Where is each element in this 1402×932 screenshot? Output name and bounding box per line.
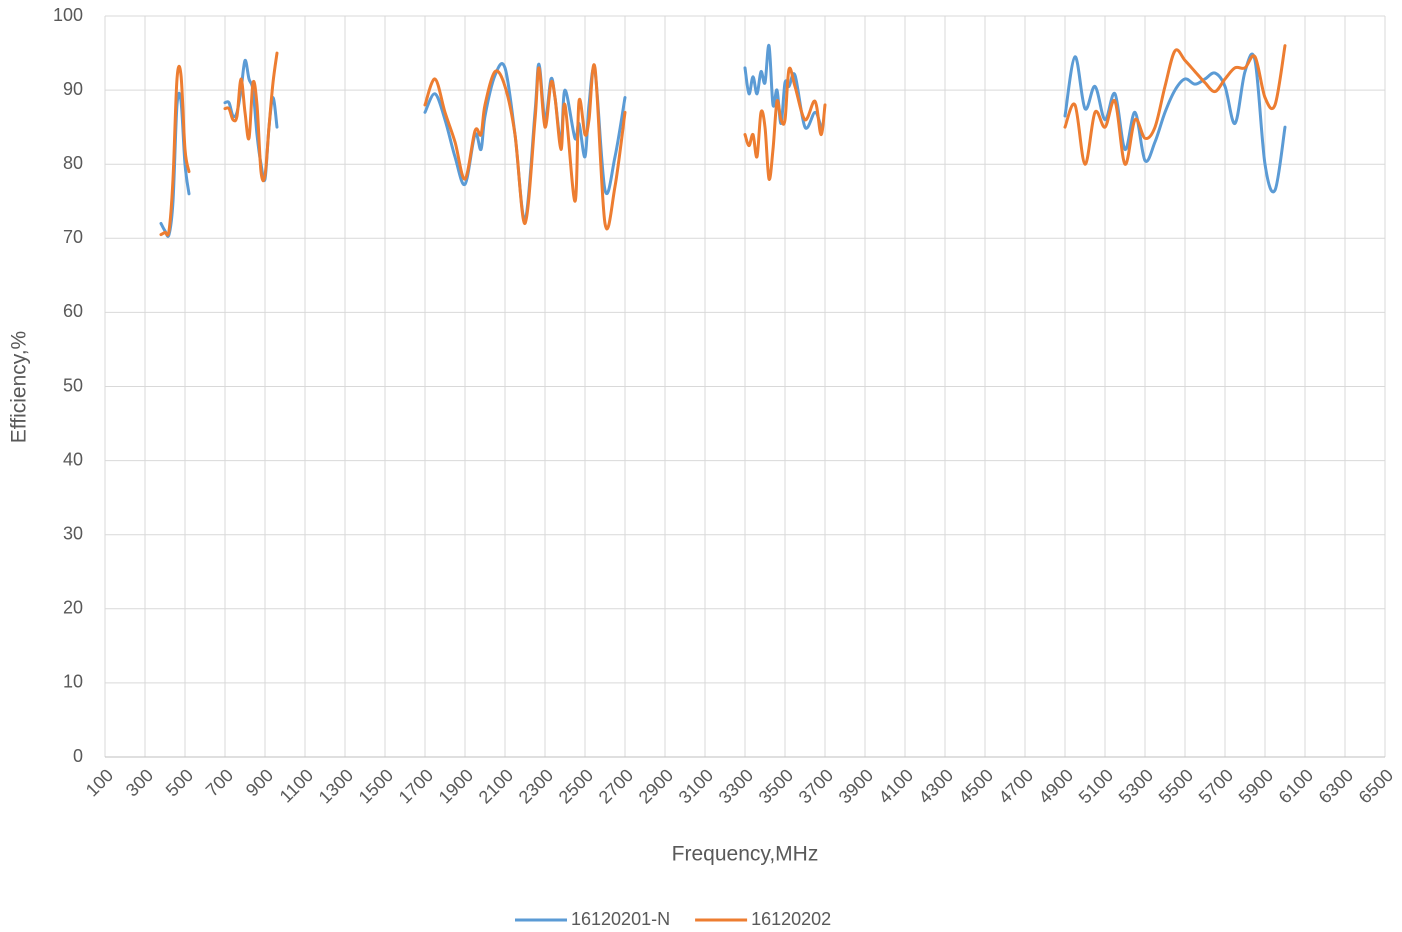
x-tick-label: 4100 <box>875 765 917 807</box>
y-tick-label: 60 <box>63 301 83 321</box>
x-tick-label: 4500 <box>955 765 997 807</box>
x-tick-label: 2900 <box>635 765 677 807</box>
x-tick-label: 5500 <box>1155 765 1197 807</box>
x-tick-label: 4700 <box>995 765 1037 807</box>
x-axis-title: Frequency,MHz <box>672 843 819 866</box>
x-tick-label: 6100 <box>1275 765 1317 807</box>
x-tick-label: 1100 <box>276 765 318 807</box>
y-tick-label: 40 <box>63 449 83 469</box>
y-tick-label: 70 <box>63 227 83 247</box>
x-tick-label: 3300 <box>715 765 757 807</box>
legend-label: 16120202 <box>751 909 831 929</box>
legend-label: 16120201-N <box>571 909 670 929</box>
x-tick-label: 900 <box>242 765 277 800</box>
y-tick-label: 20 <box>63 598 83 618</box>
line-series <box>159 44 1287 238</box>
x-tick-label: 5100 <box>1075 765 1117 807</box>
x-tick-label: 100 <box>82 765 117 800</box>
y-tick-label: 90 <box>63 79 83 99</box>
x-tick-label: 300 <box>122 765 157 800</box>
x-tick-label: 500 <box>162 765 197 800</box>
x-tick-label: 6500 <box>1355 765 1397 807</box>
x-tick-label: 1500 <box>355 765 397 807</box>
x-tick-label: 6300 <box>1315 765 1357 807</box>
y-tick-label: 30 <box>63 523 83 543</box>
x-tick-label: 2100 <box>475 765 517 807</box>
x-tick-label: 2300 <box>515 765 557 807</box>
x-tick-label: 3700 <box>795 765 837 807</box>
x-tick-label: 4900 <box>1035 765 1077 807</box>
x-tick-label: 3500 <box>755 765 797 807</box>
x-tick-label: 3100 <box>675 765 717 807</box>
x-tick-label: 1700 <box>395 765 437 807</box>
y-tick-label: 10 <box>63 672 83 692</box>
x-tick-label: 2700 <box>595 765 637 807</box>
y-tick-label: 100 <box>53 5 83 25</box>
x-tick-label: 1300 <box>315 765 357 807</box>
x-tick-label: 1900 <box>435 765 477 807</box>
x-tick-label: 4300 <box>915 765 957 807</box>
x-tick-label: 700 <box>202 765 237 800</box>
x-tick-label: 5900 <box>1235 765 1277 807</box>
y-axis-title: Efficiency,% <box>8 331 31 443</box>
x-tick-label: 3900 <box>835 765 877 807</box>
y-tick-label: 80 <box>63 153 83 173</box>
x-tick-label: 5700 <box>1195 765 1237 807</box>
x-tick-label: 5300 <box>1115 765 1157 807</box>
y-tick-label: 50 <box>63 375 83 395</box>
x-tick-label: 2500 <box>555 765 597 807</box>
y-tick-label: 0 <box>73 746 83 766</box>
line-series <box>159 44 1287 237</box>
